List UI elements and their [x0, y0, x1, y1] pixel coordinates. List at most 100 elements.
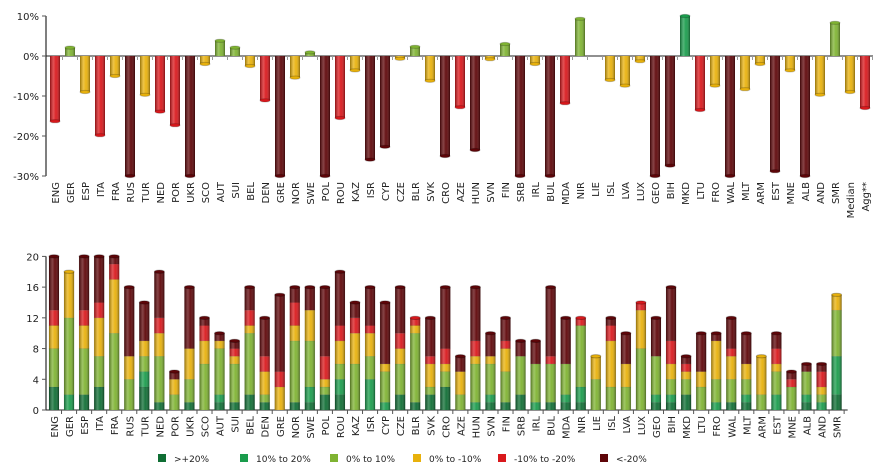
bar-shading — [365, 287, 376, 410]
x-category-label: IRL — [531, 182, 542, 198]
bar-cap — [545, 285, 557, 290]
y-tick-label: 10% — [17, 12, 39, 23]
x-category-label: NOR — [291, 416, 302, 438]
x-category-label: ISR — [366, 416, 377, 432]
bar-cap — [859, 105, 871, 111]
bar-shading — [65, 47, 75, 56]
bar-cap — [604, 77, 616, 83]
x-category-label: CYP — [381, 182, 392, 201]
bar-shading — [79, 256, 90, 410]
bar-shading — [695, 56, 705, 110]
bar-shading — [530, 340, 541, 410]
legend-swatch — [600, 454, 608, 462]
bar-cap — [484, 331, 496, 336]
bar-shading — [816, 363, 827, 410]
x-category-label: LVA — [621, 182, 632, 200]
bar-shading — [289, 287, 300, 410]
bar-cap — [379, 300, 391, 305]
bar-shading — [560, 317, 571, 410]
bar-shading — [801, 363, 812, 410]
x-category-label: BEL — [246, 182, 257, 201]
x-category-label: POL — [321, 182, 332, 202]
bar-cap — [394, 285, 406, 290]
bar-cap — [334, 115, 346, 121]
bar-shading — [635, 56, 645, 62]
bar-cap — [319, 173, 331, 179]
bar-shading — [305, 52, 315, 56]
legend-label: -10% to -20% — [514, 455, 576, 465]
bar-cap — [49, 119, 61, 124]
x-category-label: BEL — [246, 416, 257, 435]
x-category-label: GER — [66, 182, 77, 203]
bar-shading — [425, 56, 435, 81]
bar-cap — [183, 285, 195, 290]
x-category-label: GER — [65, 416, 76, 437]
bar-cap — [530, 338, 542, 343]
bar-shading — [860, 56, 870, 108]
bar-shading — [319, 287, 330, 410]
x-category-label: BLR — [411, 416, 422, 435]
x-category-label: AZE — [456, 416, 467, 436]
x-category-label: ALB — [801, 182, 812, 201]
legend-swatch — [158, 454, 166, 462]
bar-shading — [755, 56, 765, 64]
x-category-label: MKD — [682, 416, 693, 439]
legend-swatch — [498, 454, 506, 462]
x-category-label: LTU — [697, 416, 708, 434]
x-category-label: IRL — [532, 416, 543, 432]
x-category-label: GRE — [276, 416, 287, 437]
bar-cap — [740, 331, 752, 336]
bar-shading — [80, 56, 90, 92]
bar-shading — [170, 56, 180, 126]
bar-shading — [440, 56, 450, 156]
y-tick-label: 4 — [33, 375, 39, 386]
bar-cap — [679, 13, 691, 19]
bar-shading — [395, 287, 406, 410]
y-tick-label: 20 — [26, 252, 39, 263]
x-category-label: AND — [818, 416, 829, 438]
x-category-label: BUL — [546, 182, 557, 202]
bar-cap — [304, 50, 316, 55]
bar-cap — [680, 354, 692, 359]
bar-shading — [696, 333, 707, 410]
bar-shading — [545, 56, 555, 176]
bar-shading — [815, 56, 825, 95]
x-category-label: ARM — [757, 416, 768, 438]
bar-shading — [770, 56, 780, 172]
bar-cap — [139, 92, 151, 97]
bar-shading — [350, 302, 360, 410]
bar-shading — [800, 56, 810, 176]
x-category-label: SVN — [486, 416, 497, 437]
x-category-label: FRA — [111, 182, 122, 201]
legend-label: 0% to -10% — [429, 455, 482, 465]
bar-cap — [664, 163, 676, 168]
bar-shading — [244, 287, 255, 410]
bar-cap — [605, 315, 617, 320]
bar-cap — [244, 63, 256, 69]
x-category-label: ISR — [366, 182, 377, 198]
bar-shading — [110, 56, 120, 76]
bar-cap — [829, 20, 841, 25]
bar-cap — [469, 147, 481, 153]
bar-shading — [155, 56, 165, 112]
bar-cap — [619, 83, 631, 88]
x-category-label: MLT — [742, 415, 753, 435]
x-category-label: KAZ — [351, 182, 362, 202]
x-category-label: SRB — [517, 416, 528, 436]
bar-shading — [200, 56, 210, 64]
x-category-label: LTU — [696, 182, 707, 200]
legend-swatch — [240, 454, 248, 462]
x-category-label: RUS — [126, 182, 137, 203]
bar-cap — [63, 269, 75, 274]
x-category-label: BUL — [547, 416, 558, 436]
bar-shading — [50, 56, 60, 122]
x-category-label: MLT — [741, 181, 752, 201]
x-category-label: FIN — [501, 182, 512, 198]
x-category-label: MKD — [681, 182, 692, 205]
bar-cap — [695, 331, 707, 336]
bar-cap — [484, 57, 496, 62]
bar-shading — [560, 56, 570, 104]
x-category-label: UKR — [186, 182, 197, 203]
bar-shading — [140, 56, 150, 95]
